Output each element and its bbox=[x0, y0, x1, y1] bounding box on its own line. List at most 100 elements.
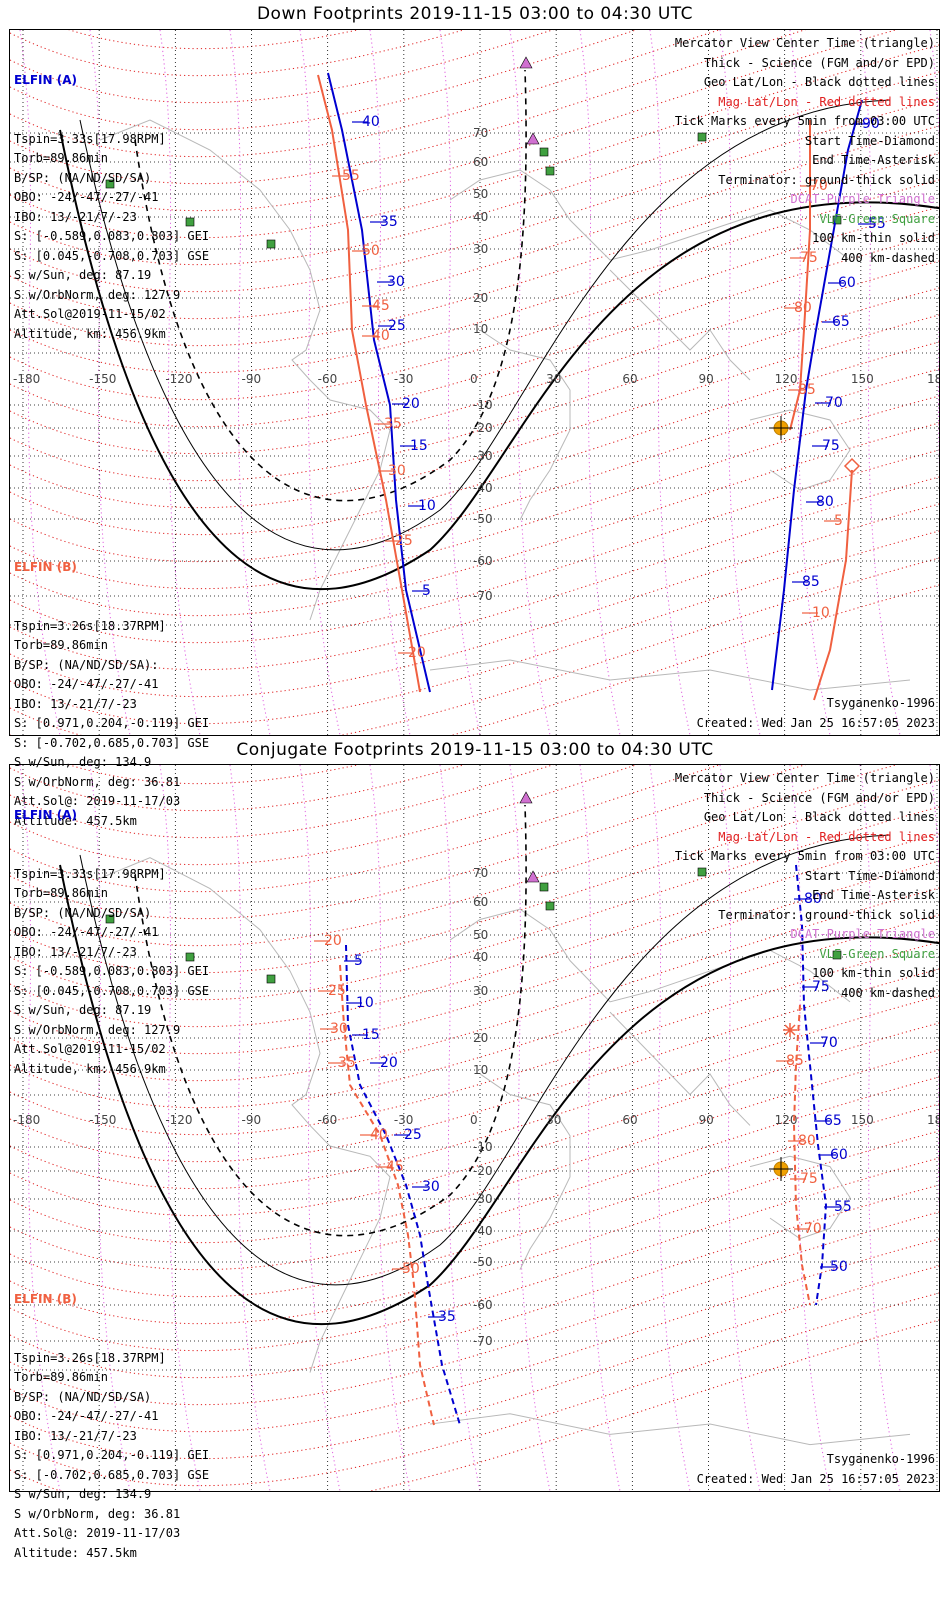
mag-lat-line bbox=[10, 260, 939, 455]
elfin-a-line: Altitude, km: 456.9km bbox=[14, 1061, 166, 1076]
legend-item: Tick Marks every 5min from 03:00 UTC bbox=[674, 114, 935, 128]
lon-tick-label: 60 bbox=[622, 1113, 637, 1127]
vlf-stations bbox=[105, 867, 842, 984]
elfin-a-line: S w/Sun, deg: 87.19 bbox=[14, 1003, 152, 1017]
vlf-square bbox=[266, 974, 276, 984]
mag-lat-line bbox=[10, 765, 638, 866]
elfin-a-line: IBO: 13/-21/7/-23 bbox=[14, 944, 137, 959]
lat-tick-label: -70 bbox=[473, 589, 493, 603]
coastline bbox=[429, 1413, 911, 1446]
elfin-a-tick-label: 35 bbox=[438, 1309, 456, 1325]
vlf-square bbox=[266, 239, 276, 249]
lat-tick-label: 30 bbox=[473, 984, 488, 998]
mag-lat-line bbox=[10, 779, 939, 974]
elfin-a-track-2 bbox=[771, 99, 863, 691]
vlf-square bbox=[545, 901, 555, 911]
lon-tick-label: 120 bbox=[775, 372, 798, 386]
lat-tick-label: -70 bbox=[473, 1334, 493, 1348]
legend-item: DCAT-Purple Triangle bbox=[790, 927, 936, 941]
mag-lon-line bbox=[509, 30, 551, 735]
mag-lat-line bbox=[10, 968, 939, 1163]
lon-tick-label: 180 bbox=[927, 372, 939, 386]
mag-lat-line bbox=[10, 206, 939, 401]
legend-item: Mag Lat/Lon - Red dotted lines bbox=[718, 94, 935, 109]
mag-lat-line bbox=[10, 314, 939, 509]
mag-lat-line bbox=[10, 1049, 939, 1244]
elfin-b-lines: Tspin=3.26s[18.37RPM] Torb=89.86min B/SP: … bbox=[14, 617, 209, 832]
elfin-a-tick-label: 20 bbox=[402, 396, 420, 412]
elfin-b-info: ELFIN (B) Tspin=3.26s[18.37RPM] Torb=89.8… bbox=[14, 519, 209, 870]
lat-tick-label: -50 bbox=[473, 1255, 493, 1269]
lat-tick-label: -40 bbox=[473, 481, 493, 495]
elfin-b-line: S w/OrbNorm, deg: 36.81 bbox=[14, 774, 181, 789]
elfin-b-tick-label: 45 bbox=[372, 298, 390, 314]
mag-lon-line bbox=[929, 765, 939, 1217]
lon-tick-label: 30 bbox=[546, 1113, 561, 1127]
legend-item: Thick - Science (FGM and/or EPD) bbox=[703, 790, 935, 805]
elfin-a2-tick-label: 65 bbox=[824, 1113, 842, 1129]
elfin-a-line: IBO: 13/-21/7/-23 bbox=[14, 209, 137, 224]
elfin-b-tick-label: 30 bbox=[388, 463, 406, 479]
lat-tick-label: 60 bbox=[473, 155, 488, 169]
legend-item: 400 km-dashed bbox=[841, 985, 935, 1000]
sun-rays bbox=[769, 416, 793, 440]
legend-item: End Time-Asterisk bbox=[812, 153, 935, 167]
mag-lat-line bbox=[10, 98, 939, 293]
mag-lat-line bbox=[10, 1292, 939, 1487]
lon-tick-label: -180 bbox=[13, 1113, 40, 1127]
lon-tick-label: -150 bbox=[89, 372, 116, 386]
lon-tick-label: 150 bbox=[851, 1113, 874, 1127]
lon-tick-label: -30 bbox=[394, 1113, 414, 1127]
elfin-a-line: S: [0.045,-0.708,0.703] GSE bbox=[14, 248, 210, 263]
lon-tick-label: -90 bbox=[242, 372, 262, 386]
elfin-a2-tick-label: 80 bbox=[816, 494, 834, 510]
legend-item: Terminator: ground-thick solid bbox=[718, 172, 935, 187]
mag-lat-line bbox=[10, 1184, 939, 1379]
mag-lat-line bbox=[10, 887, 939, 1082]
mag-lon-line bbox=[89, 765, 131, 1491]
dcat-triangle bbox=[526, 132, 540, 145]
lon-tick-label: -30 bbox=[394, 372, 414, 386]
legend-item: 400 km-dashed bbox=[841, 250, 935, 265]
panel-title-conjugate: Conjugate Footprints 2019-11-15 03:00 to… bbox=[236, 740, 714, 760]
vlf-square bbox=[697, 867, 707, 877]
elfin-a-tick-label: 5 bbox=[354, 953, 363, 969]
elfin-b-line: S w/OrbNorm, deg: 36.81 bbox=[14, 1506, 181, 1521]
lat-tick-label: 70 bbox=[473, 126, 488, 140]
elfin-b-line: IBO: 13/-21/7/-23 bbox=[14, 1428, 137, 1443]
axis-labels: -180 -150 -120 -90 -60 -30 0 30 60 90 120 150 180 70 6… bbox=[13, 866, 939, 1348]
elfin-b-line: OBO: -24/-47/-27/-41 bbox=[14, 677, 159, 691]
elfin-b-line: Tspin=3.26s[18.37RPM] bbox=[14, 618, 166, 633]
mag-lon-line bbox=[439, 765, 481, 1491]
elfin-a2-tick-label: 75 bbox=[822, 438, 840, 454]
mag-lat-line bbox=[10, 30, 807, 185]
mag-lat-line bbox=[10, 806, 939, 1001]
elfin-b-line: B/SP: (NA/ND/SD/SA) bbox=[14, 1389, 152, 1404]
legend-item: Mercator View Center Time (triangle) bbox=[674, 36, 935, 50]
elfin-a2-tick-label: 80 bbox=[804, 891, 822, 907]
mag-lon-line bbox=[19, 765, 61, 1491]
elfin-b-header: ELFIN (B) bbox=[14, 560, 77, 574]
elfin-a2-tick-label: 70 bbox=[820, 1035, 838, 1051]
elfin-a-track bbox=[345, 944, 461, 1426]
elfin-b-tick-label: 30 bbox=[330, 1021, 348, 1037]
elfin-a-header: ELFIN (A) bbox=[14, 808, 77, 822]
legend-item: End Time-Asterisk bbox=[812, 888, 935, 902]
mag-lat-line bbox=[10, 765, 466, 812]
elfin-a-line: S: [-0.589,0.083,0.803] GEI bbox=[14, 229, 210, 243]
mag-lat-line bbox=[10, 30, 898, 212]
mag-lat-line bbox=[10, 476, 939, 671]
vlf-stations bbox=[105, 132, 842, 249]
lat-tick-label: 60 bbox=[473, 895, 488, 909]
coastlines bbox=[99, 857, 911, 1446]
vlf-square bbox=[185, 217, 195, 227]
mag-lat-line bbox=[10, 765, 807, 920]
lon-tick-label: -150 bbox=[89, 1113, 116, 1127]
lat-tick-label: 30 bbox=[473, 242, 488, 256]
model-label: Tsyganenko-1996 bbox=[826, 696, 935, 710]
lat-tick-label: -60 bbox=[473, 1298, 493, 1312]
lon-tick-label: 180 bbox=[927, 1113, 939, 1127]
elfin-b2-tick-label: 75 bbox=[800, 1171, 818, 1187]
elfin-a-line: Tspin=3.33s[17.98RPM] bbox=[14, 131, 166, 146]
mag-lat-line bbox=[10, 833, 939, 1028]
